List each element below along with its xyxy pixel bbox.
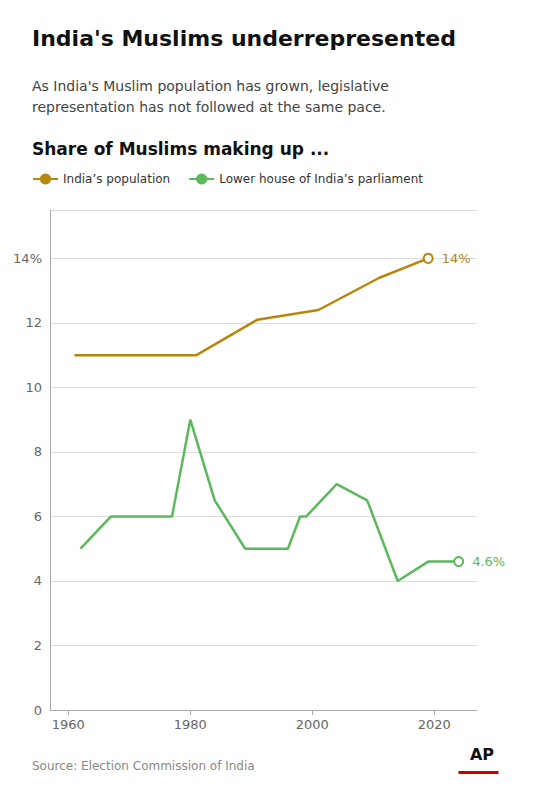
svg-text:1980: 1980 <box>174 717 207 732</box>
svg-text:14%: 14% <box>442 251 471 266</box>
svg-text:India’s population: India’s population <box>63 172 170 186</box>
svg-text:12: 12 <box>25 315 42 330</box>
svg-text:2000: 2000 <box>296 717 329 732</box>
svg-text:4: 4 <box>34 573 42 588</box>
svg-text:8: 8 <box>34 444 42 459</box>
svg-text:2020: 2020 <box>418 717 451 732</box>
svg-text:1960: 1960 <box>52 717 85 732</box>
svg-text:As India's Muslim population h: As India's Muslim population has grown, … <box>32 78 389 94</box>
svg-text:India's Muslims underrepresent: India's Muslims underrepresented <box>32 26 456 51</box>
svg-text:representation has not followe: representation has not followed at the s… <box>32 99 386 115</box>
svg-text:14%: 14% <box>13 251 42 266</box>
svg-text:2: 2 <box>34 638 42 653</box>
svg-text:6: 6 <box>34 509 42 524</box>
svg-text:Source: Election Commission of: Source: Election Commission of India <box>32 759 255 773</box>
svg-text:10: 10 <box>25 380 42 395</box>
svg-text:AP: AP <box>470 745 494 764</box>
svg-text:4.6%: 4.6% <box>472 554 505 569</box>
svg-text:0: 0 <box>34 703 42 718</box>
svg-text:Share of Muslims making up ...: Share of Muslims making up ... <box>32 139 329 159</box>
svg-text:Lower house of India’s parliam: Lower house of India’s parliament <box>219 172 423 186</box>
